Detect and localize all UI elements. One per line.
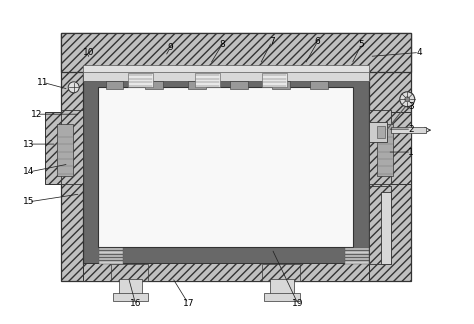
Text: 12: 12 — [31, 110, 43, 119]
Bar — [61, 32, 411, 72]
Text: 19: 19 — [292, 299, 303, 308]
Bar — [82, 262, 369, 282]
Text: 15: 15 — [23, 197, 35, 206]
Text: 6: 6 — [315, 37, 320, 46]
Bar — [110, 263, 148, 282]
Bar — [118, 280, 142, 295]
Text: 13: 13 — [23, 140, 35, 149]
Text: 10: 10 — [83, 48, 94, 57]
Bar — [61, 32, 411, 282]
Circle shape — [405, 97, 410, 102]
Bar — [377, 124, 393, 176]
Circle shape — [68, 82, 79, 93]
Text: 1: 1 — [409, 147, 414, 156]
Bar — [146, 81, 164, 89]
Bar — [382, 192, 392, 263]
Text: 17: 17 — [182, 299, 194, 308]
Bar — [98, 87, 353, 247]
Bar — [99, 251, 124, 254]
Bar — [272, 81, 290, 89]
Text: 16: 16 — [130, 299, 141, 308]
Bar — [61, 110, 82, 184]
Bar — [82, 71, 369, 81]
Bar — [99, 248, 124, 250]
Bar — [270, 280, 294, 295]
Bar — [345, 248, 369, 250]
Text: 2: 2 — [409, 125, 414, 133]
Bar — [82, 65, 369, 72]
Text: 11: 11 — [37, 78, 49, 87]
Text: 4: 4 — [416, 48, 422, 57]
Bar — [345, 251, 369, 254]
Bar — [112, 294, 148, 301]
Text: 9: 9 — [167, 43, 173, 52]
Bar — [195, 73, 220, 87]
Bar — [389, 112, 411, 184]
Bar — [369, 122, 387, 142]
Bar — [188, 81, 206, 89]
Bar — [369, 186, 392, 263]
Bar — [345, 254, 369, 257]
Bar — [345, 261, 369, 263]
Bar — [45, 112, 63, 184]
Bar — [392, 127, 426, 133]
Bar — [345, 258, 369, 260]
Text: 3: 3 — [409, 102, 414, 111]
Bar — [264, 294, 300, 301]
Bar — [106, 81, 124, 89]
Text: 14: 14 — [23, 168, 35, 177]
Bar — [369, 110, 392, 184]
Bar — [99, 261, 124, 263]
Bar — [99, 254, 124, 257]
Circle shape — [400, 92, 415, 107]
Bar — [230, 81, 248, 89]
Bar — [262, 263, 300, 282]
Bar — [310, 81, 328, 89]
Bar — [377, 126, 385, 138]
Text: 8: 8 — [219, 40, 225, 49]
Bar — [262, 73, 287, 87]
Bar — [128, 73, 154, 87]
Text: 7: 7 — [269, 37, 275, 46]
Text: 5: 5 — [359, 40, 365, 49]
Bar — [99, 258, 124, 260]
Bar — [82, 70, 369, 263]
Bar — [57, 124, 73, 176]
